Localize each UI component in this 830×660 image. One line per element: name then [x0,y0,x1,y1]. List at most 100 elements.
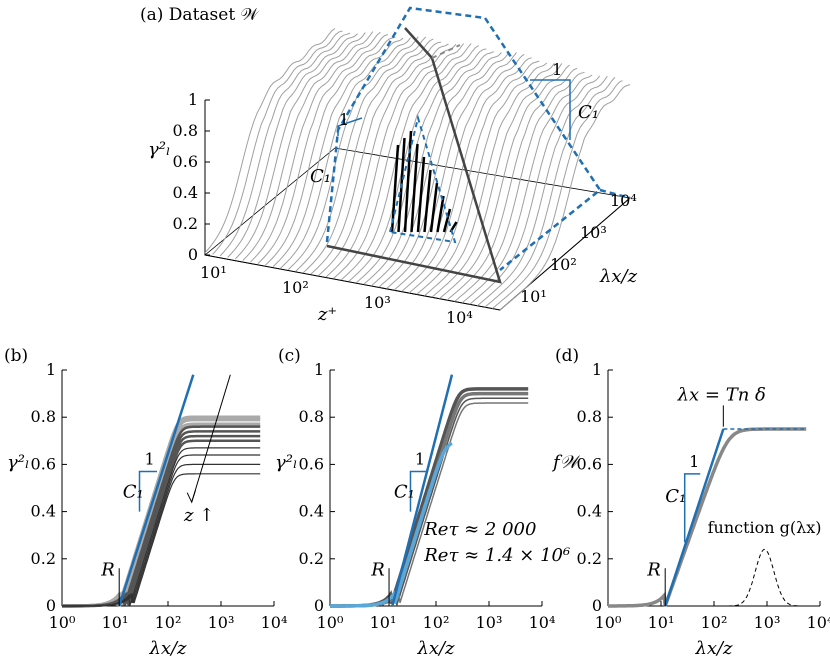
panel-a-c1-left: C₁ [310,166,331,187]
panel-b-tag: (b) [4,346,28,366]
panel-c-series-line [330,402,529,607]
panel-a-x-tick-label: 10⁴ [446,308,473,327]
y-axis-label: f𝒲 [551,452,583,473]
panel-a-profile-line [348,45,479,282]
panel-d-fit-line [664,428,725,607]
panel-d-slope-marker [683,473,701,543]
x-tick-label: 10⁴ [529,613,556,632]
panel-a-y-tick-label: 0.2 [173,214,198,233]
x-axis-label: λx/z [148,638,187,659]
x-tick-label: 10² [155,613,182,632]
panel-b-c1: C₁ [123,481,144,502]
panel-a-profile-line [476,75,608,307]
panel-a-profile-line [454,71,585,302]
y-axis-label: γ²ₗ [7,452,29,473]
x-tick-label: 10¹ [648,613,675,632]
panel-a-x-ticks: 10¹ 10² 10³ 10⁴ [200,263,473,327]
panel-a-profile-line [408,60,540,294]
panel-a-profile-line [386,52,517,289]
panel-a-ridge-line [326,27,502,284]
panel-c-slope-one: 1 [415,449,425,468]
panel-c-fit-line [391,374,454,607]
panel-a-hatch-line [429,182,439,233]
panel-c-series-line [330,397,529,607]
panel-a-hatch-line [410,143,419,233]
panel-a-profile-line [318,43,449,276]
panel-a-title: (a) Dataset 𝒲 [140,5,261,25]
panel-c-slope-marker [409,470,428,512]
panel-a-blue-envelope [325,6,602,271]
panel-a-profile-line [431,63,563,298]
panel-a-profile-line [401,57,532,292]
panel-a-y-label: γ²ₗ [148,139,170,160]
panel-c-r: R [370,559,385,580]
y-tick-label: 0.8 [577,407,602,426]
panel-a-profile-line [212,30,343,255]
panel-a-profile-line [250,31,381,263]
panel-d-chart: 0 0.2 0.4 0.6 0.8 1 10⁰ 10¹ 10² 10³ 10⁴ λx/z f𝒲 λx = … [551,360,830,659]
panel-a-profile-line [355,48,487,284]
panel-b-arrow-head [186,490,196,504]
panel-d-tag: (d) [555,346,579,366]
panel-a-hatched-region [389,114,458,244]
y-tick-label: 0 [314,596,324,615]
panel-a-slope-marker-right [530,79,571,140]
panel-a-x-tick-label: 10² [282,278,309,297]
y-tick-label: 1 [314,360,324,379]
panel-a-x-label: z⁺ [317,304,337,325]
y-tick-label: 0.2 [299,549,324,568]
x-axis-label: λx/z [694,638,733,659]
panel-b-slope-marker [138,470,157,512]
panel-a-y-tick-label: 0.6 [173,152,198,171]
panel-a-profile-line [469,75,601,305]
panel-a-z-tick-label: 10⁴ [610,191,637,210]
panel-a-hatch-line [436,195,445,233]
panel-a-y-tick-label: 0.4 [173,183,198,202]
panel-a-y-tick-label: 0 [188,245,198,264]
panel-a-profile-line [446,67,578,301]
x-tick-label: 10¹ [370,613,397,632]
y-tick-label: 0.4 [299,502,324,521]
panel-a-y-tick-label: 0.8 [173,121,198,140]
panel-a-profile-line [499,84,631,311]
panel-a-3d-surface: (a) Dataset 𝒲 00.20.40.60.81 γ²ₗ 1 C₁ 1 … [140,5,638,327]
panel-b-series-line [62,439,261,608]
panel-a-profile-line [272,37,404,267]
panel-a-gray-dash [431,44,461,59]
x-tick-label: 10⁴ [261,613,288,632]
panel-d-g-function [714,548,814,607]
panel-b-series-line [62,473,261,607]
panel-a-profile-line [484,77,616,308]
panel-a-profile-line [371,52,502,287]
panel-c-legend-high-re: Reτ ≈ 1.4 × 10⁶ [423,545,570,566]
panel-b-slope-one: 1 [144,449,154,468]
panel-b-r: R [100,559,115,580]
panel-a-profile-line [219,32,351,257]
y-tick-label: 0.4 [31,502,56,521]
y-tick-label: 0.4 [577,502,602,521]
panel-a-profile-line [492,80,623,309]
panel-a-profile-line [424,62,555,297]
y-tick-label: 0.6 [577,454,602,473]
panel-b-fit-line [118,374,195,607]
panel-a-slope-one-right: 1 [552,60,562,79]
x-axis-label: λx/z [416,638,455,659]
panel-a-hatch-line [423,169,432,233]
panel-a-hatch-outline [389,114,457,244]
y-tick-label: 0.2 [31,549,56,568]
panel-d-g-label: function g(λx) [708,518,822,537]
panel-a-profile-lines [204,28,631,311]
panel-a-hatch-line [442,208,452,233]
x-tick-label: 10³ [208,613,235,632]
panel-a-z-tick-label: 10³ [580,223,607,242]
panel-a-profile-line [204,28,336,254]
panel-a-profile-line [295,36,427,272]
panel-c-legend-low-re: Reτ ≈ 2 000 [423,519,536,540]
panel-a-profile-line [340,43,472,281]
panel-c-c1: C₁ [394,481,415,502]
y-tick-label: 1 [46,360,56,379]
panel-d-r: R [646,559,661,580]
